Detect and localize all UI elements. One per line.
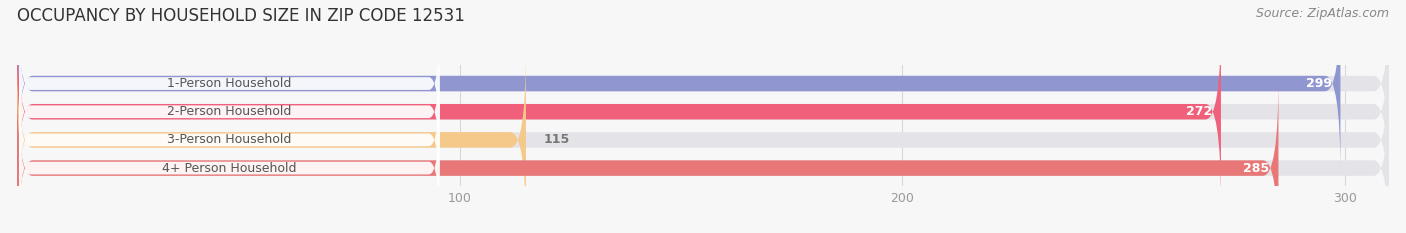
- FancyBboxPatch shape: [17, 21, 1220, 203]
- FancyBboxPatch shape: [20, 49, 440, 175]
- FancyBboxPatch shape: [17, 77, 1278, 233]
- FancyBboxPatch shape: [17, 0, 1389, 175]
- FancyBboxPatch shape: [17, 21, 1389, 203]
- Text: 299: 299: [1306, 77, 1331, 90]
- FancyBboxPatch shape: [20, 105, 440, 231]
- Text: 3-Person Household: 3-Person Household: [167, 134, 291, 146]
- Text: 1-Person Household: 1-Person Household: [167, 77, 291, 90]
- Text: 285: 285: [1243, 161, 1270, 175]
- FancyBboxPatch shape: [17, 49, 1389, 231]
- FancyBboxPatch shape: [17, 49, 526, 231]
- Text: 4+ Person Household: 4+ Person Household: [162, 161, 297, 175]
- Text: 272: 272: [1185, 105, 1212, 118]
- FancyBboxPatch shape: [17, 0, 1340, 175]
- Text: 115: 115: [544, 134, 569, 146]
- FancyBboxPatch shape: [20, 77, 440, 202]
- FancyBboxPatch shape: [17, 77, 1389, 233]
- Text: Source: ZipAtlas.com: Source: ZipAtlas.com: [1256, 7, 1389, 20]
- Text: OCCUPANCY BY HOUSEHOLD SIZE IN ZIP CODE 12531: OCCUPANCY BY HOUSEHOLD SIZE IN ZIP CODE …: [17, 7, 465, 25]
- FancyBboxPatch shape: [20, 21, 440, 146]
- Text: 2-Person Household: 2-Person Household: [167, 105, 291, 118]
